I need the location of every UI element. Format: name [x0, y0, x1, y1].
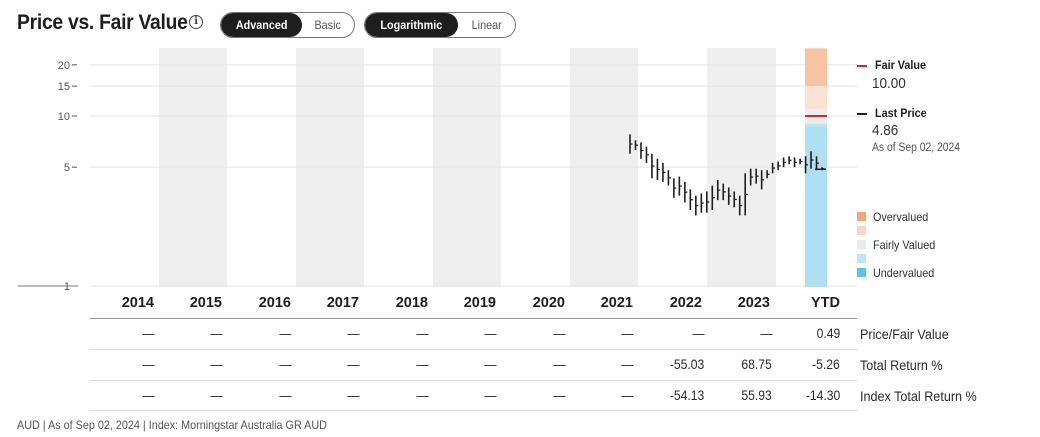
table-cell: —	[620, 326, 633, 341]
overvalued-swatch-icon	[857, 212, 866, 221]
undervalued-label: Undervalued	[873, 266, 935, 280]
table-cell: -5.26	[812, 357, 840, 372]
footer-note: AUD | As of Sep 02, 2024 | Index: Mornin…	[17, 418, 327, 432]
fair-value-line-icon	[857, 65, 867, 67]
year-label: 2019	[463, 295, 496, 311]
last-price-value: 4.86	[872, 122, 899, 139]
table-cell: 68.75	[741, 357, 772, 372]
valuation-band	[805, 48, 827, 87]
table-cell: —	[209, 326, 222, 341]
table-divider	[90, 410, 857, 411]
table-cell: —	[209, 388, 222, 403]
fairly-valued-swatch-icon	[857, 240, 866, 249]
table-cell: —	[278, 357, 291, 372]
year-label: YTD	[811, 295, 840, 311]
table-cell: —	[346, 388, 359, 403]
y-tick-label: 5	[64, 162, 70, 174]
view-advanced-button[interactable]: Advanced	[221, 13, 303, 37]
table-cell: —	[346, 326, 359, 341]
table-cell: —	[346, 357, 359, 372]
table-cell: —	[415, 326, 428, 341]
table-cell: —	[552, 326, 565, 341]
table-divider	[90, 349, 857, 350]
table-cell: -54.13	[669, 388, 704, 403]
last-price-date: As of Sep 02, 2024	[872, 142, 961, 154]
table-cell: 55.93	[741, 388, 772, 403]
table-cell: —	[141, 357, 154, 372]
table-cell: —	[552, 388, 565, 403]
header: Price vs. Fair Value i Advanced Basic Lo…	[0, 0, 1040, 48]
last-price-label: Last Price	[875, 106, 927, 120]
table-cell: —	[483, 326, 496, 341]
table-cell: —	[620, 388, 633, 403]
table-cell: —	[278, 326, 291, 341]
y-tick-label: 15	[58, 81, 70, 93]
overvalued-light-swatch-icon	[857, 226, 866, 235]
info-icon[interactable]: i	[189, 15, 203, 29]
y-tick-label: 10	[58, 111, 70, 123]
table-cell: —	[141, 388, 154, 403]
year-label: 2020	[532, 295, 565, 311]
year-label: 2016	[258, 295, 291, 311]
table-cell: —	[759, 326, 772, 341]
table-row-label: Index Total Return %	[860, 388, 977, 404]
table-cell: —	[209, 357, 222, 372]
undervalued-swatch-icon	[857, 268, 866, 277]
fair-value-label: Fair Value	[875, 58, 927, 72]
fair-value-value: 10.00	[872, 75, 906, 92]
year-label: 2021	[600, 295, 633, 311]
y-tick-label: 20	[58, 60, 70, 72]
scale-linear-button[interactable]: Linear	[471, 18, 502, 32]
year-label: 2014	[121, 295, 154, 311]
undervalued-light-swatch-icon	[857, 254, 866, 263]
table-cell: —	[415, 357, 428, 372]
table-cell: —	[483, 388, 496, 403]
table-row-label: Price/Fair Value	[860, 326, 949, 342]
view-basic-button[interactable]: Basic	[314, 18, 342, 32]
year-header-row: 2014 2015 2016 2017 2018 2019 2020 2021 2022 2023…	[90, 288, 857, 318]
year-label: 2022	[669, 295, 702, 311]
year-label: 2015	[189, 295, 222, 311]
table-row-label: Total Return %	[860, 357, 943, 373]
table-cell: —	[141, 326, 154, 341]
year-label: 2023	[737, 295, 770, 311]
year-label: 2018	[395, 295, 428, 311]
table-cell: —	[483, 357, 496, 372]
y-tick-label: 1	[64, 281, 70, 293]
table-cell: 0.49	[816, 326, 840, 341]
year-label: 2017	[326, 295, 359, 311]
fairly-valued-label: Fairly Valued	[873, 238, 936, 252]
view-toggle: Advanced Basic	[220, 12, 355, 38]
undervalued-band	[805, 127, 827, 288]
table-cell: -14.30	[805, 388, 840, 403]
page-title: Price vs. Fair Value	[17, 11, 188, 34]
scale-logarithmic-button[interactable]: Logarithmic	[365, 13, 458, 37]
valuation-band	[805, 86, 827, 109]
table-cell: —	[415, 388, 428, 403]
table-cell: -55.03	[669, 357, 704, 372]
table-divider	[90, 318, 857, 319]
table-cell: —	[278, 388, 291, 403]
table-divider	[90, 380, 857, 381]
table-cell: —	[552, 357, 565, 372]
table-cell: —	[620, 357, 633, 372]
scale-toggle: Logarithmic Linear	[364, 12, 517, 38]
table-cell: —	[691, 326, 704, 341]
last-price-line-icon	[857, 113, 867, 115]
overvalued-label: Overvalued	[873, 210, 929, 224]
